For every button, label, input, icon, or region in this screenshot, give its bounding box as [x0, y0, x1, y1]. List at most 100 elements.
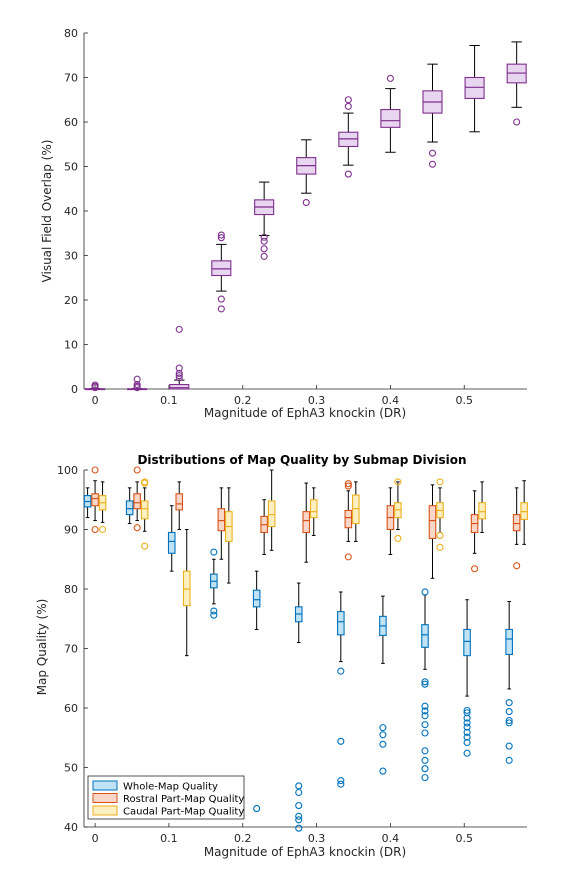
box-0.571	[520, 480, 528, 545]
outlier-point	[344, 170, 352, 178]
outlier-point	[421, 721, 429, 729]
outlier-point	[337, 777, 345, 785]
outlier-point	[394, 478, 402, 486]
outlier-point	[133, 375, 141, 383]
outlier-point	[175, 372, 183, 380]
box	[267, 500, 276, 528]
axes: 0 0.1 0.2 0.3 0.4 0.5 0 10 20 30 40 50 60 70 80	[64, 27, 527, 407]
outlier-point	[133, 466, 141, 474]
y-tick-label: 90	[64, 524, 78, 537]
outlier-point	[463, 714, 471, 722]
box-0.514	[463, 599, 471, 757]
outlier-point	[379, 767, 387, 775]
outlier-point	[421, 707, 429, 715]
outlier-point	[344, 553, 352, 561]
plot-area	[84, 33, 527, 389]
outlier-point	[421, 756, 429, 764]
outlier-point	[421, 712, 429, 720]
box-0.229	[260, 499, 268, 555]
box-0	[98, 481, 107, 534]
box-0.343	[344, 480, 353, 561]
outlier-point	[421, 765, 429, 773]
outlier-point	[379, 740, 387, 748]
outlier-point	[337, 737, 345, 745]
legend-label: Whole-Map Quality	[123, 782, 218, 793]
outlier-point	[260, 252, 268, 260]
box	[140, 500, 149, 520]
y-tick-label: 30	[64, 250, 78, 263]
outlier-point	[505, 716, 513, 725]
box-0.343	[337, 591, 345, 788]
y-tick-label: 10	[64, 339, 78, 352]
y-tick-label: 80	[64, 583, 78, 596]
outlier-point	[141, 478, 149, 486]
outlier-point	[295, 802, 303, 810]
outlier-point	[295, 824, 303, 832]
outlier-point	[217, 295, 225, 303]
box	[505, 628, 513, 656]
x-tick-label: 0.4	[382, 832, 400, 845]
outlier-point	[505, 699, 513, 707]
box-0.4	[379, 595, 387, 775]
box	[478, 502, 486, 520]
legend-swatch	[92, 793, 118, 803]
outlier-point	[253, 805, 261, 813]
outlier-point	[505, 756, 513, 764]
outlier-point	[217, 231, 225, 239]
visual-field-overlap-chart: 0 0.1 0.2 0.3 0.4 0.5 0 10 20 30 40 50 60 70 80 Magnit…	[40, 27, 527, 420]
outlier-point	[379, 731, 387, 739]
box-0.343	[352, 481, 360, 542]
outlier-point	[463, 749, 471, 757]
outlier-point	[210, 607, 218, 615]
box-0.457	[422, 63, 443, 168]
outlier-point	[260, 245, 268, 253]
x-tick-label: 0.2	[234, 832, 252, 845]
outlier-point	[463, 719, 471, 727]
legend-swatch	[92, 805, 118, 816]
box-0.286	[309, 487, 318, 536]
box	[344, 509, 353, 529]
y-tick-label: 20	[64, 294, 78, 307]
outlier-point	[337, 780, 345, 788]
y-axis-label: Map Quality (%)	[35, 599, 49, 696]
outlier-point	[91, 525, 99, 534]
outlier-point	[295, 816, 303, 824]
axes: 0 0.1 0.2 0.3 0.4 0.5 40 50 60 70 80 90 100	[57, 464, 527, 845]
boxplot-series	[83, 466, 528, 832]
box-0.457	[428, 484, 437, 579]
outlier-point	[436, 478, 444, 486]
outlier-point	[463, 728, 471, 736]
box-0.057	[140, 478, 149, 550]
outlier-point	[463, 709, 471, 717]
box-0.114	[182, 529, 191, 657]
outlier-point	[471, 565, 479, 573]
x-tick-label: 0.5	[455, 832, 473, 845]
series-Whole-Map Quality	[83, 487, 513, 832]
y-tick-label: 50	[64, 762, 78, 775]
y-tick-label: 70	[64, 643, 78, 656]
outlier-point	[505, 742, 513, 750]
box	[463, 628, 471, 657]
legend-swatch	[92, 780, 118, 791]
box	[125, 500, 134, 516]
outlier-point	[436, 543, 444, 551]
box	[252, 589, 261, 608]
box	[428, 505, 437, 539]
map-quality-chart: Distributions of Map Quality by Submap D…	[35, 453, 528, 859]
outlier-point	[505, 708, 513, 716]
outlier-point	[505, 719, 513, 727]
outlier-point	[217, 305, 225, 313]
outlier-point	[217, 234, 225, 242]
box	[380, 108, 401, 128]
box-0.286	[294, 582, 303, 832]
box-0	[91, 466, 99, 534]
box-0.514	[478, 481, 486, 533]
x-tick-label: 0.1	[160, 394, 178, 407]
box	[421, 624, 429, 648]
y-tick-label: 70	[64, 72, 78, 85]
box	[512, 514, 521, 532]
y-tick-label: 60	[64, 702, 78, 715]
box-0.457	[436, 478, 444, 551]
box	[217, 508, 226, 532]
box-0.171	[217, 487, 226, 560]
